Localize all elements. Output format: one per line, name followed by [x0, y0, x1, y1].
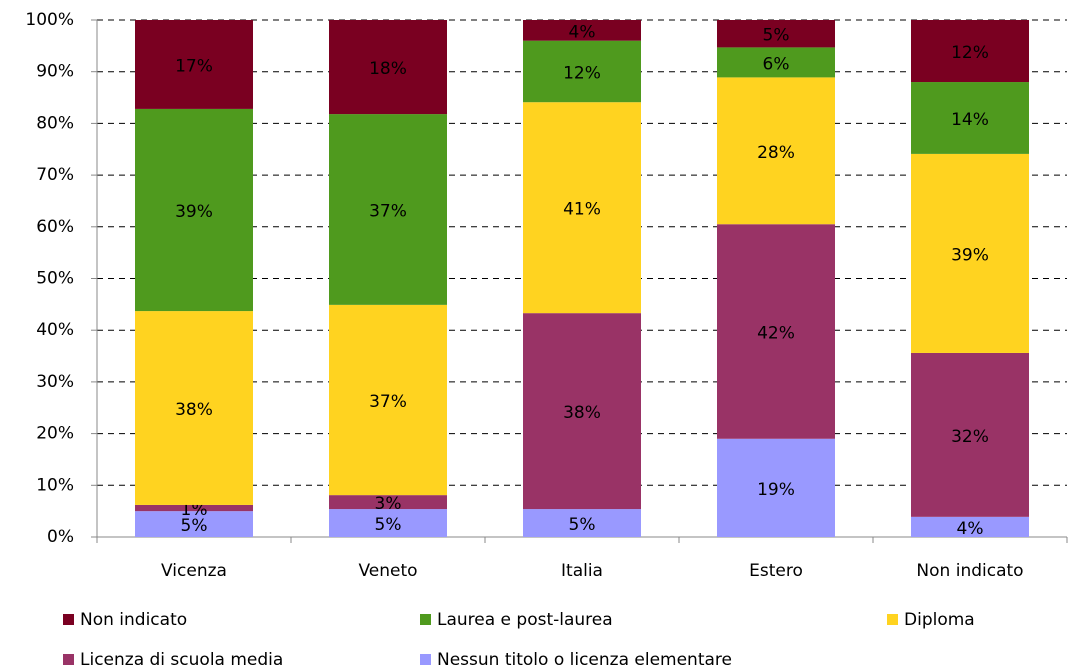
x-tick-label: Italia — [561, 561, 603, 581]
legend-swatch — [887, 614, 898, 625]
data-label: 19% — [757, 480, 795, 500]
y-tick-label: 0% — [47, 527, 74, 547]
y-tick-label: 50% — [36, 269, 74, 289]
bar-segment — [717, 20, 835, 48]
bar-segment — [329, 304, 447, 496]
legend-label: Diploma — [904, 610, 975, 630]
x-tick-label: Non indicato — [916, 561, 1023, 581]
bar-segment — [717, 47, 835, 78]
y-tick-label: 60% — [36, 217, 74, 237]
data-label: 12% — [563, 63, 601, 83]
bar-segment — [523, 102, 641, 314]
y-tick-label: 90% — [36, 62, 74, 82]
data-label: 5% — [569, 515, 596, 535]
data-label: 41% — [563, 200, 601, 220]
y-tick-label: 20% — [36, 424, 74, 444]
data-label: 39% — [175, 202, 213, 222]
x-tick-label: Estero — [749, 561, 803, 581]
data-label: 37% — [369, 392, 407, 412]
legend-swatch — [63, 614, 74, 625]
legend-swatch — [420, 614, 431, 625]
y-tick-label: 100% — [25, 10, 74, 30]
y-tick-label: 30% — [36, 372, 74, 392]
bar-segment — [135, 311, 253, 505]
data-label: 4% — [569, 22, 596, 42]
bar-segment — [523, 40, 641, 103]
bar-segment — [717, 224, 835, 439]
legend-label: Licenza di scuola media — [80, 650, 283, 670]
data-label: 4% — [957, 519, 984, 539]
y-tick-label: 70% — [36, 165, 74, 185]
bar-segment — [135, 511, 253, 537]
bar-segment — [717, 438, 835, 537]
data-label: 5% — [375, 515, 402, 535]
x-tick-label: Veneto — [358, 561, 417, 581]
data-label: 3% — [375, 494, 402, 514]
data-label: 28% — [757, 143, 795, 163]
bar-segment — [911, 20, 1029, 83]
y-tick-label: 10% — [36, 475, 74, 495]
legend-label: Nessun titolo o licenza elementare — [437, 650, 732, 670]
bar-segment — [911, 516, 1029, 537]
data-label: 12% — [951, 43, 989, 63]
y-tick-label: 40% — [36, 320, 74, 340]
bar-segment — [523, 313, 641, 510]
data-label: 42% — [757, 323, 795, 343]
bar-segment — [523, 20, 641, 41]
data-label: 38% — [175, 400, 213, 420]
data-label: 14% — [951, 110, 989, 130]
data-label: 17% — [175, 56, 213, 76]
data-label: 38% — [563, 403, 601, 423]
data-label: 37% — [369, 201, 407, 221]
data-label: 18% — [369, 59, 407, 79]
bar-segment — [329, 509, 447, 537]
bar-segment — [717, 77, 835, 225]
bar-segment — [911, 352, 1029, 517]
bar-segment — [135, 108, 253, 312]
data-label: 6% — [763, 54, 790, 74]
data-label: 1% — [181, 500, 208, 520]
bar-segment — [135, 504, 253, 512]
bar-segment — [135, 20, 253, 109]
legend-label: Laurea e post-laurea — [437, 610, 613, 630]
x-tick-label: Vicenza — [161, 561, 227, 581]
data-label: 5% — [181, 516, 208, 536]
bar-segment — [911, 82, 1029, 154]
data-label: 39% — [951, 245, 989, 265]
y-tick-label: 80% — [36, 113, 74, 133]
data-label: 5% — [763, 26, 790, 46]
bar-segment — [329, 495, 447, 510]
bar-segment — [911, 153, 1029, 353]
legend-label: Non indicato — [80, 610, 187, 630]
bar-segment — [329, 20, 447, 115]
bar-segment — [523, 509, 641, 537]
legend-swatch — [63, 654, 74, 665]
data-label: 32% — [951, 427, 989, 447]
legend-swatch — [420, 654, 431, 665]
bar-segment — [329, 114, 447, 305]
